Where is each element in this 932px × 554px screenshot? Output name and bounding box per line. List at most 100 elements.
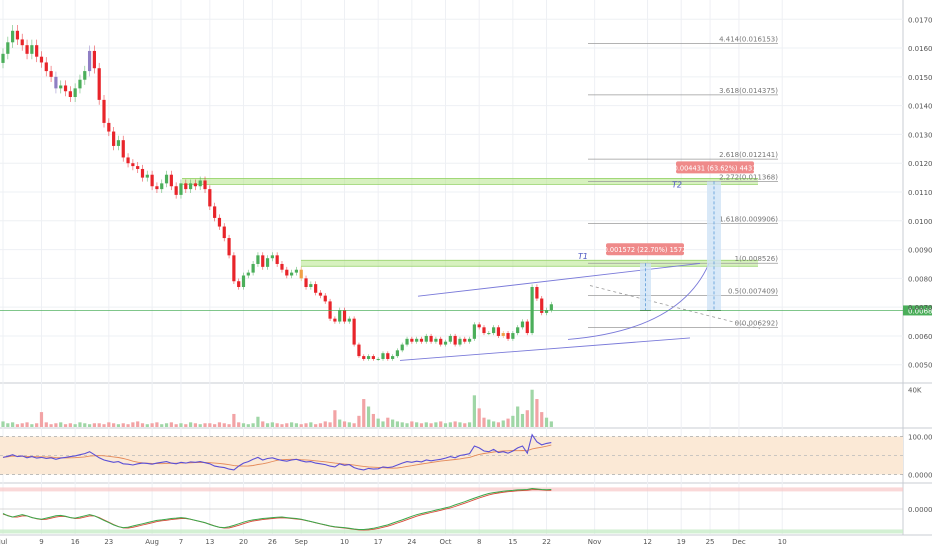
candle-body <box>265 258 270 267</box>
candle-body <box>419 338 424 342</box>
volume-bar <box>434 422 438 427</box>
volume-bar <box>30 424 34 427</box>
curve-line <box>567 263 710 340</box>
target-label: T1 <box>578 252 588 261</box>
measure-label: 0.004431 (63.62%) 4431 <box>674 164 757 172</box>
price-tick-label: 0.017000 <box>908 16 932 24</box>
volume-bar <box>419 423 424 427</box>
fib-level-label: 2.618(0.012141) <box>719 151 778 159</box>
candle-body <box>482 327 486 334</box>
candle-body <box>15 30 20 40</box>
volume-bar <box>227 424 231 427</box>
target-label: T2 <box>672 180 682 189</box>
rsi-tick-label: 0.0000 <box>908 471 932 479</box>
volume-bar <box>83 423 87 427</box>
current-price-label: 0.006886 <box>908 307 932 315</box>
candle-body <box>352 318 356 345</box>
volume-bar <box>338 419 342 427</box>
volume-bar <box>131 422 135 427</box>
volume-bar <box>20 423 24 427</box>
volume-bar <box>463 423 467 427</box>
candle-body <box>39 56 44 63</box>
candle-body <box>208 189 212 207</box>
volume-bar <box>482 417 486 427</box>
measure-layer: 0.001572 (22.70%) 1572 0.004431 (63.62%) … <box>604 161 757 311</box>
candle-body <box>366 356 371 359</box>
volume-bar <box>97 423 101 427</box>
candle-body <box>54 76 58 89</box>
price-tick-label: 0.005000 <box>908 362 932 370</box>
volume-bar <box>285 423 289 427</box>
osc-tick-label: 0.0000 <box>908 506 932 514</box>
volume-bar <box>107 422 111 427</box>
candle-body <box>78 79 82 89</box>
candle-body <box>140 168 145 178</box>
volume-bar <box>400 422 404 427</box>
time-tick-label: 22 <box>542 538 551 546</box>
candle-body <box>131 163 135 167</box>
volume-bar <box>386 417 390 427</box>
volume-bar <box>116 424 121 427</box>
candle-body <box>11 30 15 43</box>
candle-body <box>467 338 472 342</box>
volume-bar <box>366 406 371 427</box>
candle-body <box>155 186 159 190</box>
candle-body <box>448 335 452 342</box>
volume-bar <box>362 399 366 427</box>
candle-body <box>405 338 409 345</box>
volume-bar <box>102 424 106 427</box>
candle-body <box>275 255 279 264</box>
volume-bar <box>492 421 496 427</box>
volume-bar <box>169 422 173 427</box>
candle-body <box>126 157 130 164</box>
volume-bar <box>501 420 505 427</box>
candle-body <box>453 335 457 345</box>
volume-bar <box>429 423 433 427</box>
channel-line <box>399 337 691 361</box>
candle-body <box>169 174 173 187</box>
volume-bar <box>241 423 246 427</box>
candle-body <box>299 269 303 279</box>
candle-body <box>544 310 549 313</box>
candle-body <box>121 140 125 158</box>
time-tick-label: 23 <box>104 538 113 546</box>
candle-body <box>410 338 414 342</box>
volume-bar <box>280 424 284 427</box>
volume-bar <box>275 423 279 427</box>
volume-bar <box>63 424 68 427</box>
volume-bar <box>179 423 183 427</box>
volume-bar <box>323 421 327 427</box>
volume-bar <box>39 412 44 427</box>
candle-body <box>116 140 121 146</box>
candle-body <box>304 278 308 287</box>
candle-body <box>333 318 337 322</box>
time-tick-label: 12 <box>643 538 652 546</box>
volume-bar <box>424 422 428 427</box>
candle-body <box>492 327 496 334</box>
candle-body <box>213 206 217 218</box>
volume-bar <box>237 422 241 427</box>
candle-body <box>347 318 351 322</box>
candle-body <box>309 284 313 287</box>
candle-body <box>188 183 193 190</box>
fib-level-label: 0.5(0.007409) <box>728 287 778 295</box>
candle-body <box>222 226 226 239</box>
candle-body <box>294 269 299 273</box>
volume-bar <box>174 424 178 427</box>
volume-layer <box>1 389 553 427</box>
volume-bar <box>1 421 5 427</box>
candle-body <box>44 62 48 72</box>
candle-body <box>251 263 255 273</box>
candle-body <box>342 310 347 322</box>
volume-bar <box>544 417 549 427</box>
volume-bar <box>415 422 419 427</box>
rsi-layer <box>0 433 903 475</box>
candle-body <box>525 321 529 334</box>
volume-bar <box>333 410 337 427</box>
measure-label: 0.001572 (22.70%) 1572 <box>604 246 687 254</box>
candle-body <box>59 85 63 89</box>
volume-bar <box>391 419 395 427</box>
time-tick-label: 9 <box>39 538 43 546</box>
time-tick-label: 24 <box>407 538 416 546</box>
volume-bar <box>126 424 130 427</box>
